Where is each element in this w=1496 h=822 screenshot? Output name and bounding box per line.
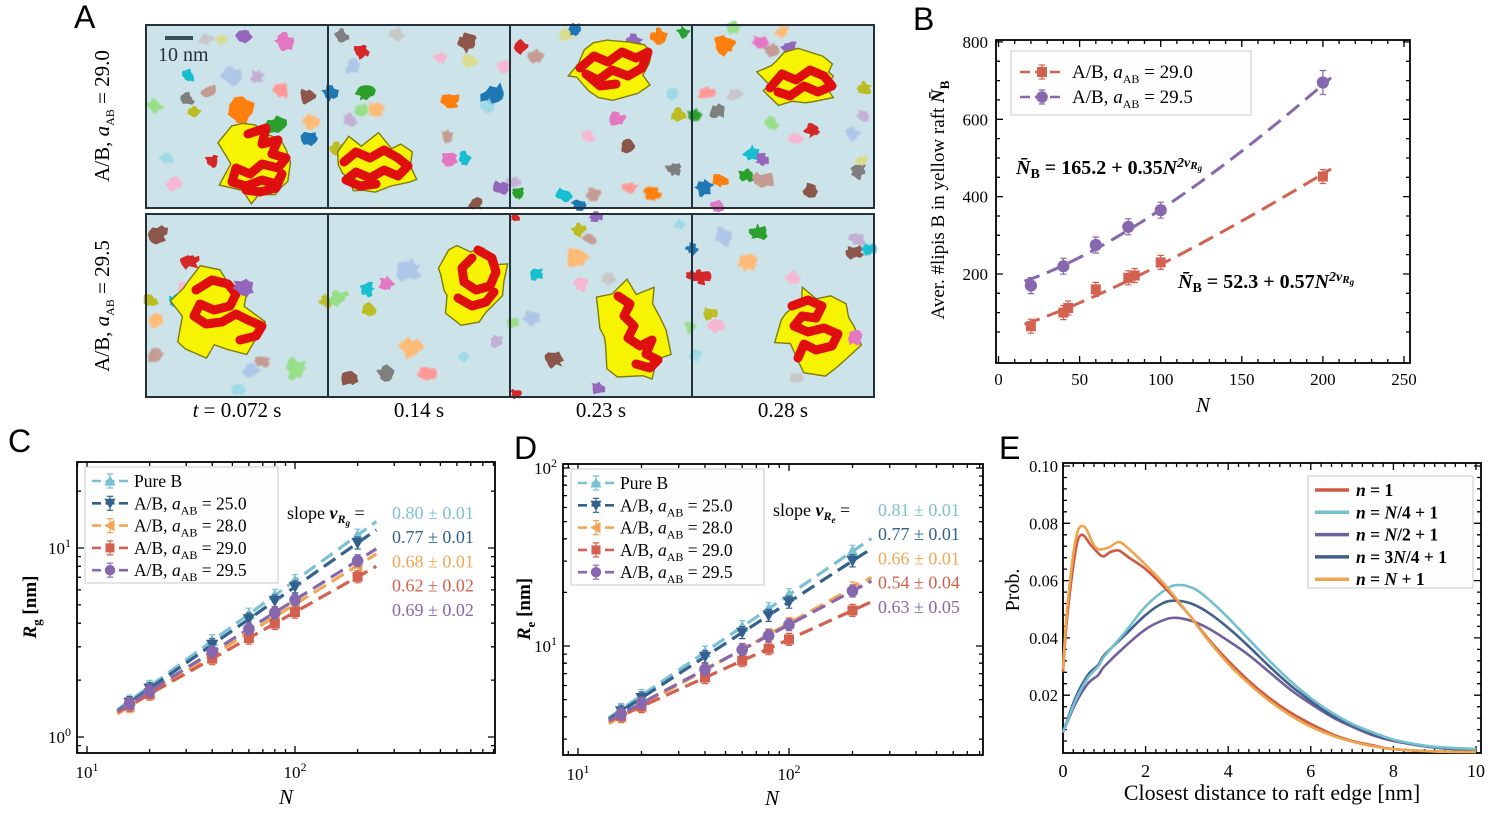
svg-text:0.23 s: 0.23 s <box>576 398 626 422</box>
svg-text:N̄B = 165.2 + 0.35N2νRg: N̄B = 165.2 + 0.35N2νRg <box>1015 156 1203 182</box>
svg-text:0.54 ± 0.04: 0.54 ± 0.04 <box>878 573 960 593</box>
svg-text:10: 10 <box>1467 761 1485 781</box>
svg-text:A/B, aAB = 29.5: A/B, aAB = 29.5 <box>90 240 117 372</box>
svg-text:250: 250 <box>1391 370 1417 389</box>
svg-text:0.02: 0.02 <box>1029 686 1058 705</box>
svg-text:0.06: 0.06 <box>1029 572 1058 591</box>
svg-text:50: 50 <box>1071 370 1088 389</box>
svg-text:0.68 ± 0.01: 0.68 ± 0.01 <box>392 551 474 571</box>
svg-text:0.66 ± 0.01: 0.66 ± 0.01 <box>878 548 960 568</box>
svg-text:0.63 ± 0.05: 0.63 ± 0.05 <box>878 597 960 617</box>
svg-text:0.69 ± 0.02: 0.69 ± 0.02 <box>392 600 474 620</box>
svg-text:4: 4 <box>1224 761 1233 781</box>
svg-text:0.77 ± 0.01: 0.77 ± 0.01 <box>878 524 960 544</box>
svg-text:100: 100 <box>1148 370 1174 389</box>
svg-text:n = N/4 + 1: n = N/4 + 1 <box>1356 502 1438 522</box>
svg-text:A/B, aAB = 29.0: A/B, aAB = 29.0 <box>1072 62 1193 86</box>
svg-text:Rg [nm]: Rg [nm] <box>20 576 44 640</box>
svg-text:0.81 ± 0.01: 0.81 ± 0.01 <box>878 500 960 520</box>
svg-text:N: N <box>764 786 780 810</box>
svg-text:10 nm: 10 nm <box>158 44 209 66</box>
svg-text:n = N + 1: n = N + 1 <box>1356 569 1425 589</box>
svg-text:0.04: 0.04 <box>1029 629 1058 648</box>
svg-text:101: 101 <box>567 762 590 784</box>
svg-text:102: 102 <box>284 760 307 782</box>
svg-text:200: 200 <box>963 265 989 284</box>
svg-text:slope νRg =: slope νRg = <box>287 503 365 528</box>
svg-text:101: 101 <box>48 536 71 558</box>
svg-text:n = 3N/4 + 1: n = 3N/4 + 1 <box>1356 547 1447 567</box>
svg-text:B: B <box>913 1 934 37</box>
svg-text:0: 0 <box>994 370 1003 389</box>
svg-text:150: 150 <box>1229 370 1255 389</box>
svg-text:0: 0 <box>1059 761 1068 781</box>
svg-text:Aver. #lipis B in yellow raft: Aver. #lipis B in yellow raft N̄B <box>928 80 952 319</box>
svg-text:102: 102 <box>534 456 557 478</box>
svg-text:n = N/2 + 1: n = N/2 + 1 <box>1356 525 1438 545</box>
svg-text:0.77 ± 0.01: 0.77 ± 0.01 <box>392 527 474 547</box>
svg-text:E: E <box>999 430 1020 466</box>
svg-text:200: 200 <box>1310 370 1336 389</box>
svg-text:800: 800 <box>963 33 989 52</box>
svg-text:Re [nm]: Re [nm] <box>514 578 538 641</box>
svg-text:n = 1: n = 1 <box>1356 480 1393 500</box>
svg-text:102: 102 <box>778 762 801 784</box>
svg-text:101: 101 <box>534 634 557 656</box>
svg-text:t = 0.072 s: t = 0.072 s <box>193 398 282 422</box>
svg-text:0.14 s: 0.14 s <box>394 398 444 422</box>
svg-text:C: C <box>8 423 31 459</box>
svg-text:0.08: 0.08 <box>1029 514 1058 533</box>
svg-text:400: 400 <box>963 188 989 207</box>
svg-text:Pure B: Pure B <box>620 473 668 493</box>
svg-text:0.80 ± 0.01: 0.80 ± 0.01 <box>392 503 474 523</box>
svg-text:600: 600 <box>963 110 989 129</box>
svg-text:Closest distance to raft edge: Closest distance to raft edge [nm] <box>1124 780 1420 805</box>
svg-text:0.10: 0.10 <box>1029 457 1058 476</box>
svg-text:Pure B: Pure B <box>134 471 182 491</box>
svg-text:N̄B = 52.3 + 0.57N2νRg: N̄B = 52.3 + 0.57N2νRg <box>1177 270 1355 296</box>
svg-text:D: D <box>514 430 537 466</box>
svg-text:Prob.: Prob. <box>1002 569 1024 612</box>
svg-text:N: N <box>1195 393 1211 417</box>
svg-text:A/B, aAB = 29.0: A/B, aAB = 29.0 <box>134 538 247 562</box>
svg-text:0.28 s: 0.28 s <box>758 398 808 422</box>
svg-text:6: 6 <box>1306 761 1315 781</box>
svg-text:A/B, aAB = 29.0: A/B, aAB = 29.0 <box>90 50 117 182</box>
svg-text:8: 8 <box>1389 761 1398 781</box>
svg-text:A: A <box>74 0 96 35</box>
svg-text:101: 101 <box>76 760 99 782</box>
svg-text:N: N <box>278 785 294 809</box>
svg-text:0.62 ± 0.02: 0.62 ± 0.02 <box>392 576 474 596</box>
svg-text:100: 100 <box>48 725 71 747</box>
svg-text:2: 2 <box>1141 761 1150 781</box>
svg-text:slope νRe =: slope νRe = <box>773 500 850 525</box>
